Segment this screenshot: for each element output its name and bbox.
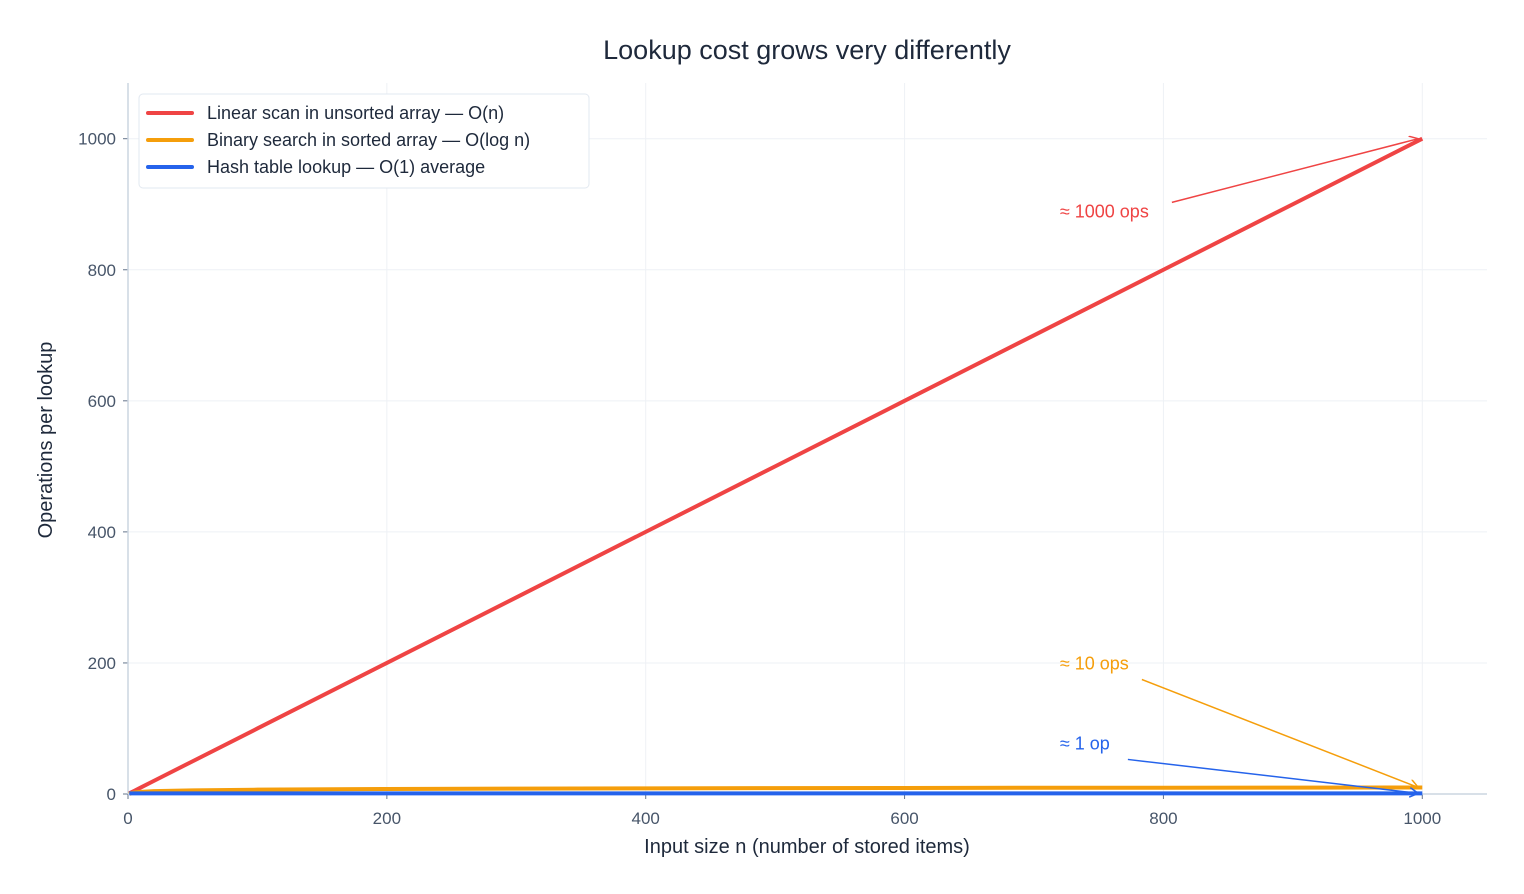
y-tick-label: 200 <box>88 654 116 673</box>
y-tick-label: 400 <box>88 523 116 542</box>
annotation-arrow <box>1141 678 1418 787</box>
x-tick-label: 600 <box>890 809 918 828</box>
x-tick-label: 800 <box>1149 809 1177 828</box>
series-line-0 <box>128 136 1424 796</box>
y-tick-label: 1000 <box>78 130 116 149</box>
legend-box <box>138 93 590 189</box>
annotation-arrow <box>1127 758 1418 793</box>
legend: Linear scan in unsorted array — O(n) Bina… <box>138 93 590 189</box>
legend-label: Hash table lookup — O(1) average <box>207 157 485 177</box>
x-tick-label: 200 <box>373 809 401 828</box>
annotation-label: ≈ 10 ops <box>1060 653 1129 673</box>
y-tick-label: 800 <box>88 261 116 280</box>
y-tick-label: 0 <box>107 785 116 804</box>
x-tick-label: 400 <box>632 809 660 828</box>
x-tick-label: 1000 <box>1403 809 1441 828</box>
annotation-label: ≈ 1 op <box>1060 733 1110 753</box>
annotation-label: ≈ 1000 ops <box>1060 201 1149 221</box>
y-tick-label: 600 <box>88 392 116 411</box>
annotation-arrow <box>1171 139 1418 204</box>
legend-label: Linear scan in unsorted array — O(n) <box>207 103 504 123</box>
x-axis-label: Input size n (number of stored items) <box>644 836 970 858</box>
y-axis-label: Operations per lookup <box>35 342 57 539</box>
x-tick-label: 0 <box>123 809 132 828</box>
chart-title: Lookup cost grows very differently <box>603 35 1011 65</box>
legend-label: Binary search in sorted array — O(log n) <box>207 130 530 150</box>
